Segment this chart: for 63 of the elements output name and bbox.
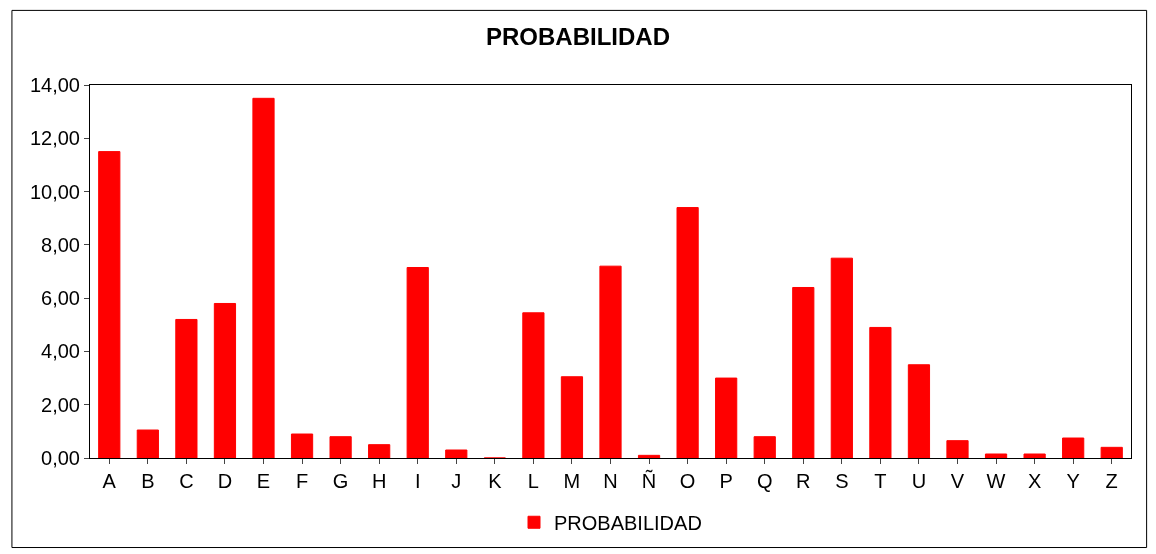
bar bbox=[445, 449, 468, 458]
bar bbox=[869, 326, 892, 458]
x-tick-label: Z bbox=[1105, 470, 1118, 492]
x-tick-label: I bbox=[414, 470, 421, 492]
x-tick-label: A bbox=[102, 470, 117, 492]
chart-title: PROBABILIDAD bbox=[486, 22, 670, 50]
x-tick-label: U bbox=[911, 470, 927, 492]
x-tick-label: L bbox=[527, 470, 539, 492]
x-tick-label: G bbox=[332, 470, 349, 492]
y-tick-label: 6,00 bbox=[41, 287, 80, 310]
x-tick-label: M bbox=[563, 470, 581, 492]
x-tick-label: Ñ bbox=[641, 469, 657, 492]
y-tick-label: 4,00 bbox=[41, 340, 80, 363]
y-tick-label: 8,00 bbox=[41, 233, 80, 256]
y-tick-label: 12,00 bbox=[29, 127, 80, 150]
bar bbox=[676, 207, 699, 458]
legend-label: PROBABILIDAD bbox=[554, 512, 702, 535]
y-tick-label: 10,00 bbox=[29, 180, 80, 203]
bar bbox=[406, 267, 429, 458]
y-tick-label: 2,00 bbox=[41, 393, 80, 416]
bar bbox=[1023, 453, 1046, 458]
bar bbox=[98, 151, 121, 458]
x-tick-label: J bbox=[451, 470, 462, 492]
bar bbox=[290, 433, 314, 458]
x-tick-label: X bbox=[1027, 470, 1042, 492]
x-tick-label: D bbox=[217, 470, 233, 492]
bar bbox=[522, 312, 545, 458]
x-tick-label: F bbox=[295, 470, 309, 492]
bar bbox=[715, 377, 738, 458]
x-tick-label: H bbox=[371, 470, 387, 492]
y-tick-label: 0,00 bbox=[41, 447, 80, 469]
x-tick-label: N bbox=[603, 470, 618, 492]
bar bbox=[252, 97, 275, 458]
bar bbox=[753, 436, 776, 458]
x-tick-label: K bbox=[488, 470, 503, 492]
bar bbox=[329, 436, 352, 458]
x-tick-label: W bbox=[986, 470, 1006, 492]
bar bbox=[1062, 437, 1085, 458]
bar bbox=[1100, 446, 1123, 458]
bar bbox=[368, 444, 391, 458]
bar bbox=[136, 429, 159, 458]
bar bbox=[792, 286, 815, 458]
bar bbox=[830, 257, 853, 458]
bar bbox=[907, 364, 931, 458]
x-tick-label: B bbox=[141, 470, 155, 492]
x-tick-label: V bbox=[950, 470, 965, 492]
x-tick-label: E bbox=[256, 470, 271, 492]
x-tick-label: O bbox=[679, 470, 696, 492]
x-tick-label: R bbox=[796, 470, 811, 492]
x-tick-label: S bbox=[835, 470, 849, 492]
bar bbox=[175, 318, 198, 458]
y-tick-label: 14,00 bbox=[29, 74, 80, 96]
x-tick-label: Q bbox=[756, 470, 773, 492]
bar bbox=[213, 302, 237, 458]
bar bbox=[984, 453, 1008, 458]
x-tick-label: C bbox=[179, 470, 194, 492]
bar bbox=[946, 440, 969, 458]
x-tick-label: T bbox=[874, 470, 887, 492]
bar bbox=[599, 265, 622, 458]
bar bbox=[637, 454, 661, 458]
x-tick-label: P bbox=[719, 470, 733, 492]
bar bbox=[560, 376, 584, 458]
x-tick-label: Y bbox=[1066, 470, 1080, 492]
